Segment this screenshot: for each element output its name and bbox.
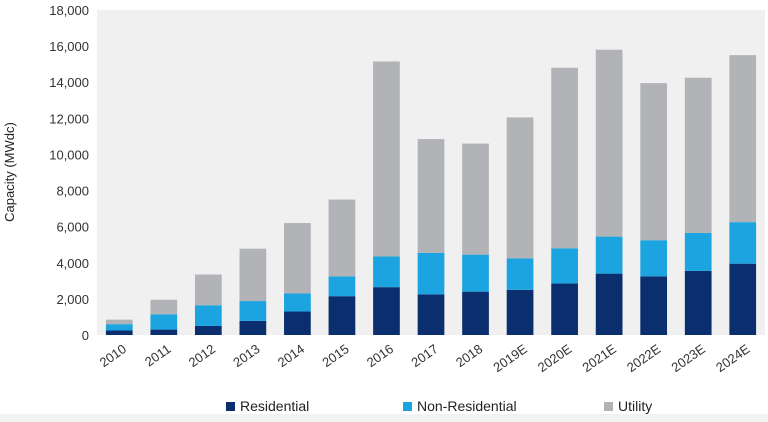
x-tick-label: 2016 bbox=[364, 341, 396, 370]
bar-segment-residential-2011 bbox=[150, 329, 178, 335]
bar-segment-utility-2016 bbox=[373, 61, 400, 257]
bar-segment-non-residential-2015 bbox=[328, 276, 356, 297]
bar-segment-utility-2021e bbox=[595, 49, 623, 237]
bar-segment-non-residential-2016 bbox=[373, 256, 400, 288]
y-tick-label: 8,000 bbox=[56, 184, 89, 199]
stacked-bar-chart: Capacity (MWdc) 0 2,000 4,000 6,000 8,000 10,… bbox=[2, 3, 765, 375]
bar-segment-residential-2012 bbox=[194, 325, 222, 335]
legend-swatch-residential bbox=[226, 401, 235, 411]
bar-segment-non-residential-2017 bbox=[417, 252, 445, 295]
bar-segment-residential-2020e bbox=[551, 283, 578, 335]
x-tick-label: 2018 bbox=[453, 341, 485, 370]
bar-segment-residential-2010 bbox=[105, 330, 133, 335]
legend-item-residential: Residential bbox=[226, 398, 309, 414]
y-tick-label: 6,000 bbox=[56, 220, 89, 235]
y-axis-ticks: 0 2,000 4,000 6,000 8,000 10,000 12,000 14,000 1… bbox=[49, 3, 89, 343]
bar-segment-non-residential-2014 bbox=[284, 293, 311, 312]
x-tick-label: 2017 bbox=[408, 341, 440, 370]
bar-segment-utility-2022e bbox=[640, 83, 668, 241]
x-tick-label: 2023E bbox=[669, 341, 709, 375]
bar-segment-non-residential-2013 bbox=[239, 301, 267, 321]
bar-segment-residential-2021e bbox=[595, 273, 623, 335]
x-tick-label: 2010 bbox=[97, 341, 129, 370]
bar-segment-non-residential-2018 bbox=[462, 254, 489, 292]
bar-segment-utility-2018 bbox=[462, 143, 489, 255]
y-tick-label: 16,000 bbox=[49, 39, 89, 54]
legend: Residential Non-Residential Utility bbox=[0, 398, 768, 414]
bar-segment-utility-2020e bbox=[551, 67, 578, 249]
x-tick-label: 2014 bbox=[275, 341, 307, 370]
x-tick-label: 2020E bbox=[535, 341, 575, 375]
bar-segment-non-residential-2021e bbox=[595, 236, 623, 274]
x-tick-label: 2024E bbox=[713, 341, 753, 375]
y-tick-label: 14,000 bbox=[49, 75, 89, 90]
y-tick-label: 12,000 bbox=[49, 111, 89, 126]
bar-segment-residential-2018 bbox=[462, 291, 489, 335]
bar-segment-utility-2023e bbox=[684, 77, 712, 233]
bar-segment-utility-2012 bbox=[194, 274, 222, 306]
bars-group bbox=[105, 49, 757, 335]
bar-segment-non-residential-2011 bbox=[150, 314, 178, 330]
bar-segment-residential-2014 bbox=[284, 311, 311, 335]
bar-segment-residential-2024e bbox=[729, 263, 757, 335]
bottom-strip bbox=[0, 414, 768, 422]
bar-segment-residential-2015 bbox=[328, 296, 356, 335]
y-axis-title: Capacity (MWdc) bbox=[2, 122, 17, 222]
legend-label-utility: Utility bbox=[618, 398, 653, 414]
x-tick-label: 2022E bbox=[624, 341, 664, 375]
bar-segment-non-residential-2023e bbox=[684, 232, 712, 271]
bar-segment-residential-2013 bbox=[239, 320, 267, 335]
legend-swatch-utility bbox=[604, 401, 613, 411]
x-tick-label: 2019E bbox=[490, 341, 530, 375]
bar-segment-residential-2019e bbox=[506, 289, 534, 335]
x-tick-label: 2015 bbox=[319, 341, 351, 370]
bar-segment-residential-2023e bbox=[684, 270, 712, 335]
bar-segment-non-residential-2022e bbox=[640, 240, 668, 277]
bar-segment-utility-2017 bbox=[417, 139, 445, 253]
x-axis-ticks: 2010 2011 2012 2013 2014 2015 2016 2017 2018 2019… bbox=[97, 341, 753, 375]
bar-segment-non-residential-2019e bbox=[506, 258, 534, 290]
y-tick-label: 10,000 bbox=[49, 147, 89, 162]
bar-segment-utility-2013 bbox=[239, 248, 267, 302]
y-tick-label: 0 bbox=[82, 328, 89, 343]
legend-item-utility: Utility bbox=[604, 398, 652, 414]
x-tick-label: 2011 bbox=[142, 341, 174, 369]
bar-segment-utility-2019e bbox=[506, 117, 534, 259]
x-tick-label: 2013 bbox=[230, 341, 262, 370]
bar-segment-utility-2010 bbox=[105, 319, 133, 325]
bar-segment-utility-2011 bbox=[150, 299, 178, 315]
legend-label-residential: Residential bbox=[240, 398, 310, 414]
y-tick-label: 2,000 bbox=[56, 292, 89, 307]
legend-label-non-residential: Non-Residential bbox=[417, 398, 517, 414]
legend-swatch-non-residential bbox=[403, 401, 412, 411]
x-tick-label: 2021E bbox=[579, 341, 619, 375]
bar-segment-residential-2016 bbox=[373, 287, 400, 335]
bar-segment-non-residential-2024e bbox=[729, 222, 757, 264]
bar-segment-utility-2014 bbox=[284, 223, 311, 294]
bar-segment-utility-2015 bbox=[328, 199, 356, 277]
y-tick-label: 18,000 bbox=[49, 3, 89, 18]
x-tick-label: 2012 bbox=[186, 341, 218, 370]
bar-segment-utility-2024e bbox=[729, 55, 757, 223]
bar-segment-residential-2022e bbox=[640, 276, 668, 335]
legend-item-non-residential: Non-Residential bbox=[403, 398, 517, 414]
bar-segment-non-residential-2010 bbox=[105, 324, 133, 331]
bar-segment-residential-2017 bbox=[417, 294, 445, 335]
bar-segment-non-residential-2012 bbox=[194, 305, 222, 326]
bar-segment-non-residential-2020e bbox=[551, 248, 578, 284]
y-tick-label: 4,000 bbox=[56, 256, 89, 271]
